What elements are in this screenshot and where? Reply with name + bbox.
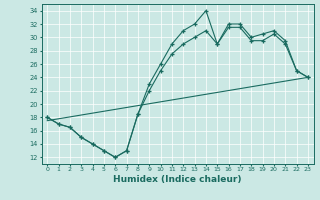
X-axis label: Humidex (Indice chaleur): Humidex (Indice chaleur) (113, 175, 242, 184)
